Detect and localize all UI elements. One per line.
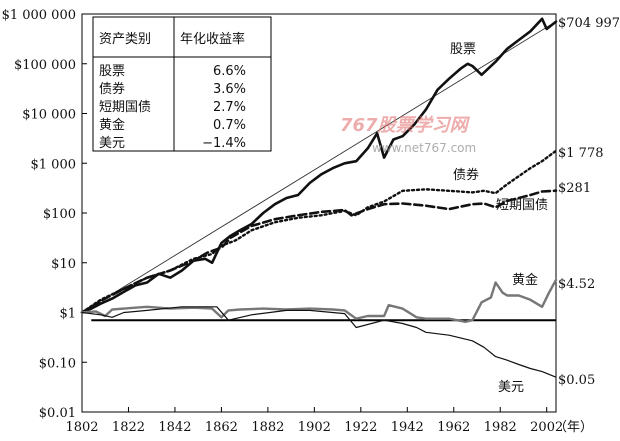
series-line-gold [80,278,558,323]
x-axis: 1802 1822 1842 1862 1882 1902 1922 1942 1962 1982… [65,407,563,435]
series-label-bonds: 债券 [453,167,479,183]
series-label-gold: 黄金 [512,272,538,288]
end-label-gold: $4.52 [558,277,595,292]
x-tick-label: 1822 [112,420,145,435]
table-row-asset: 短期国债 [99,100,151,115]
x-unit-label: （年） [554,420,593,435]
end-label-stocks: $704 997 [558,16,620,31]
table-row-return: 6.6% [213,64,246,79]
y-tick-label: $0.01 [39,406,76,421]
table-row-return: 3.6% [213,82,246,97]
end-label-dollar: $0.05 [558,373,595,388]
x-tick-label: 1982 [484,420,517,435]
table-header-asset: 资产类别 [99,32,151,47]
y-tick-label: $10 [51,257,76,272]
y-tick-label: $1 000 [31,157,77,172]
y-tick-label: $100 [43,207,76,222]
series-group [80,17,558,378]
y-tick-label: $0.10 [39,356,76,371]
series-label-bills: 短期国债 [496,198,548,213]
x-tick-label: 1862 [205,420,238,435]
table-row-asset: 黄金 [99,117,125,133]
series-label-dollar: 美元 [498,380,524,395]
end-label-bonds: $1 778 [558,146,604,161]
series-line-dollar [81,306,557,378]
return-table: 资产类别 年化收益率 股票 6.6% 债券 3.6% 短期国债 2.7% 黄金 … [92,16,272,152]
x-tick-label: 1842 [158,420,191,435]
table-header-return: 年化收益率 [180,31,245,47]
table-row-return: 0.7% [213,118,246,133]
watermark-logo-text: 767股票学习网 [340,115,471,136]
x-tick-label: 1802 [65,420,98,435]
table-row-asset: 债券 [99,81,125,97]
series-line-stocks [80,17,558,314]
y-axis: $1 000 000 $100 000 $10 000 $1 000 $100 $10 $1… [2,8,87,421]
table-row-return: 2.7% [213,100,246,115]
x-tick-label: 2002 [530,420,563,435]
table-row-return: −1.4% [202,136,246,151]
series-label-stocks: 股票 [450,42,476,57]
x-tick-label: 1942 [391,420,424,435]
y-tick-label: $1 [59,307,76,322]
series-line-bills [80,189,558,314]
y-tick-label: $1 000 000 [2,8,76,23]
y-tick-label: $100 000 [14,58,76,73]
x-tick-label: 1922 [344,420,377,435]
table-row-asset: 股票 [99,64,125,79]
table-frame [92,16,272,152]
y-tick-label: $10 000 [22,108,76,123]
x-tick-label: 1962 [437,420,470,435]
table-row-asset: 美元 [99,136,125,151]
end-label-bills: $281 [558,181,591,196]
x-tick-label: 1902 [298,420,331,435]
x-tick-label: 1882 [251,420,284,435]
watermark-url-text: www.net767.com [372,141,476,155]
